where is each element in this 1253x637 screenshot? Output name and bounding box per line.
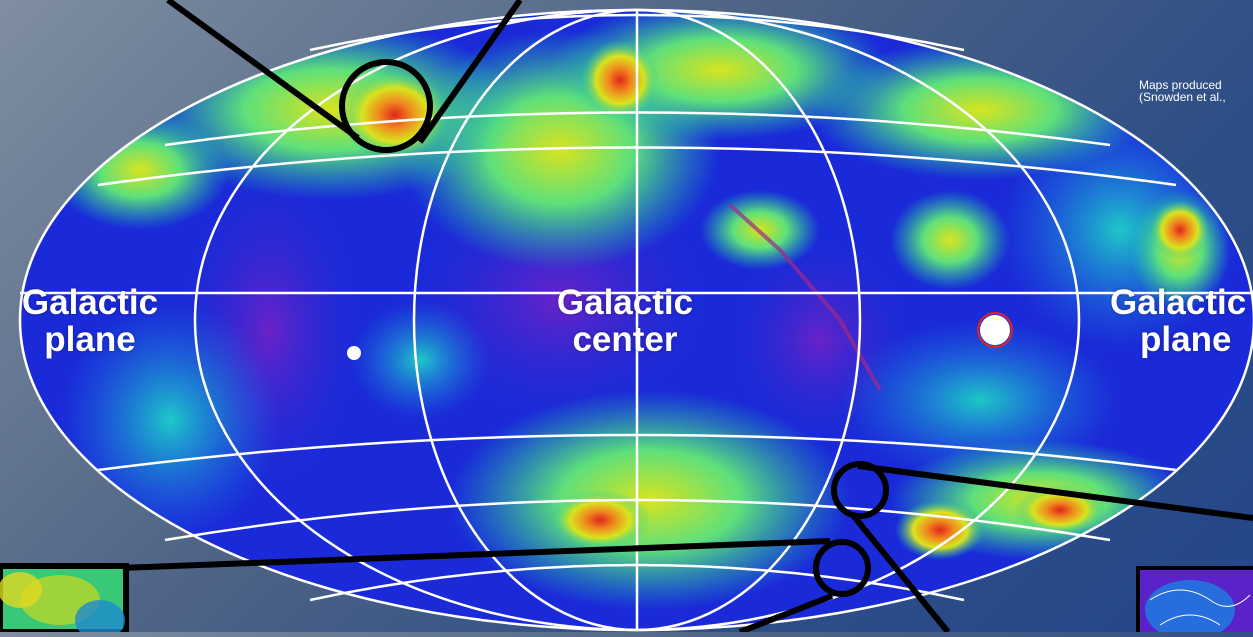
coordinate-grid [18, 8, 1253, 632]
callout-circle [831, 461, 889, 519]
inset-panel-right [1136, 566, 1253, 637]
bright-source-marker [980, 315, 1010, 345]
callout-line [121, 538, 831, 571]
credit-line: (Snowden et al., [1139, 90, 1226, 104]
callout-line [166, 0, 360, 141]
label-line: plane [1140, 320, 1232, 358]
callout-circle [339, 59, 433, 153]
credit-line: Maps produced [1139, 78, 1222, 92]
inset-panel-left [0, 563, 129, 637]
label-galactic-plane-left: Galactic plane [0, 284, 180, 358]
callout-line [738, 593, 834, 635]
callout-circle [813, 539, 871, 597]
callout-line [857, 463, 1253, 521]
label-line: Galactic [21, 283, 159, 322]
label-line: Galactic [556, 283, 694, 322]
credit-text: Maps produced (Snowden et al., [1139, 79, 1226, 103]
label-line: Galactic [1110, 284, 1247, 322]
callout-annotations [121, 0, 1253, 635]
label-galactic-plane-right: Galactic plane [1110, 284, 1253, 358]
bright-source-marker [347, 346, 361, 360]
callout-line [417, 0, 523, 144]
label-line: center [572, 320, 678, 359]
label-line: plane [44, 320, 136, 359]
label-galactic-center: Galactic center [540, 284, 710, 358]
callout-line [849, 512, 951, 634]
